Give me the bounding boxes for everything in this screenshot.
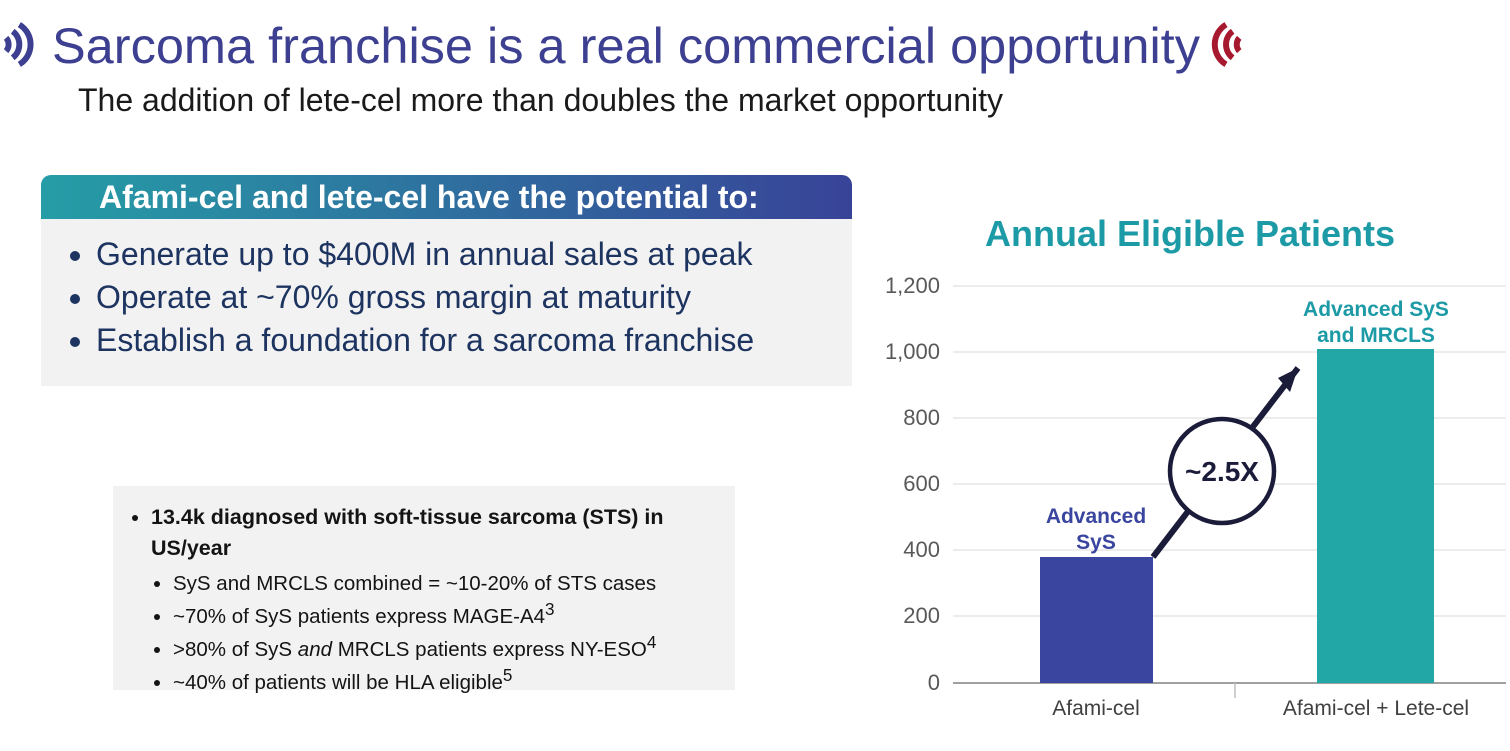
svg-text:0: 0 bbox=[928, 670, 940, 695]
svg-text:Advanced: Advanced bbox=[1046, 505, 1146, 528]
svg-text:800: 800 bbox=[903, 405, 940, 430]
svg-text:200: 200 bbox=[903, 603, 940, 628]
svg-text:Afami-cel + Lete-cel: Afami-cel + Lete-cel bbox=[1283, 697, 1469, 720]
svg-text:Afami-cel: Afami-cel bbox=[1052, 697, 1140, 720]
svg-text:400: 400 bbox=[903, 537, 940, 562]
svg-text:600: 600 bbox=[903, 471, 940, 496]
svg-text:SyS: SyS bbox=[1076, 531, 1116, 554]
svg-text:~2.5X: ~2.5X bbox=[1185, 456, 1259, 487]
svg-text:1,200: 1,200 bbox=[885, 273, 940, 298]
svg-text:Advanced SyS: Advanced SyS bbox=[1303, 298, 1449, 321]
svg-text:1,000: 1,000 bbox=[885, 339, 940, 364]
svg-text:and MRCLS: and MRCLS bbox=[1317, 324, 1435, 347]
